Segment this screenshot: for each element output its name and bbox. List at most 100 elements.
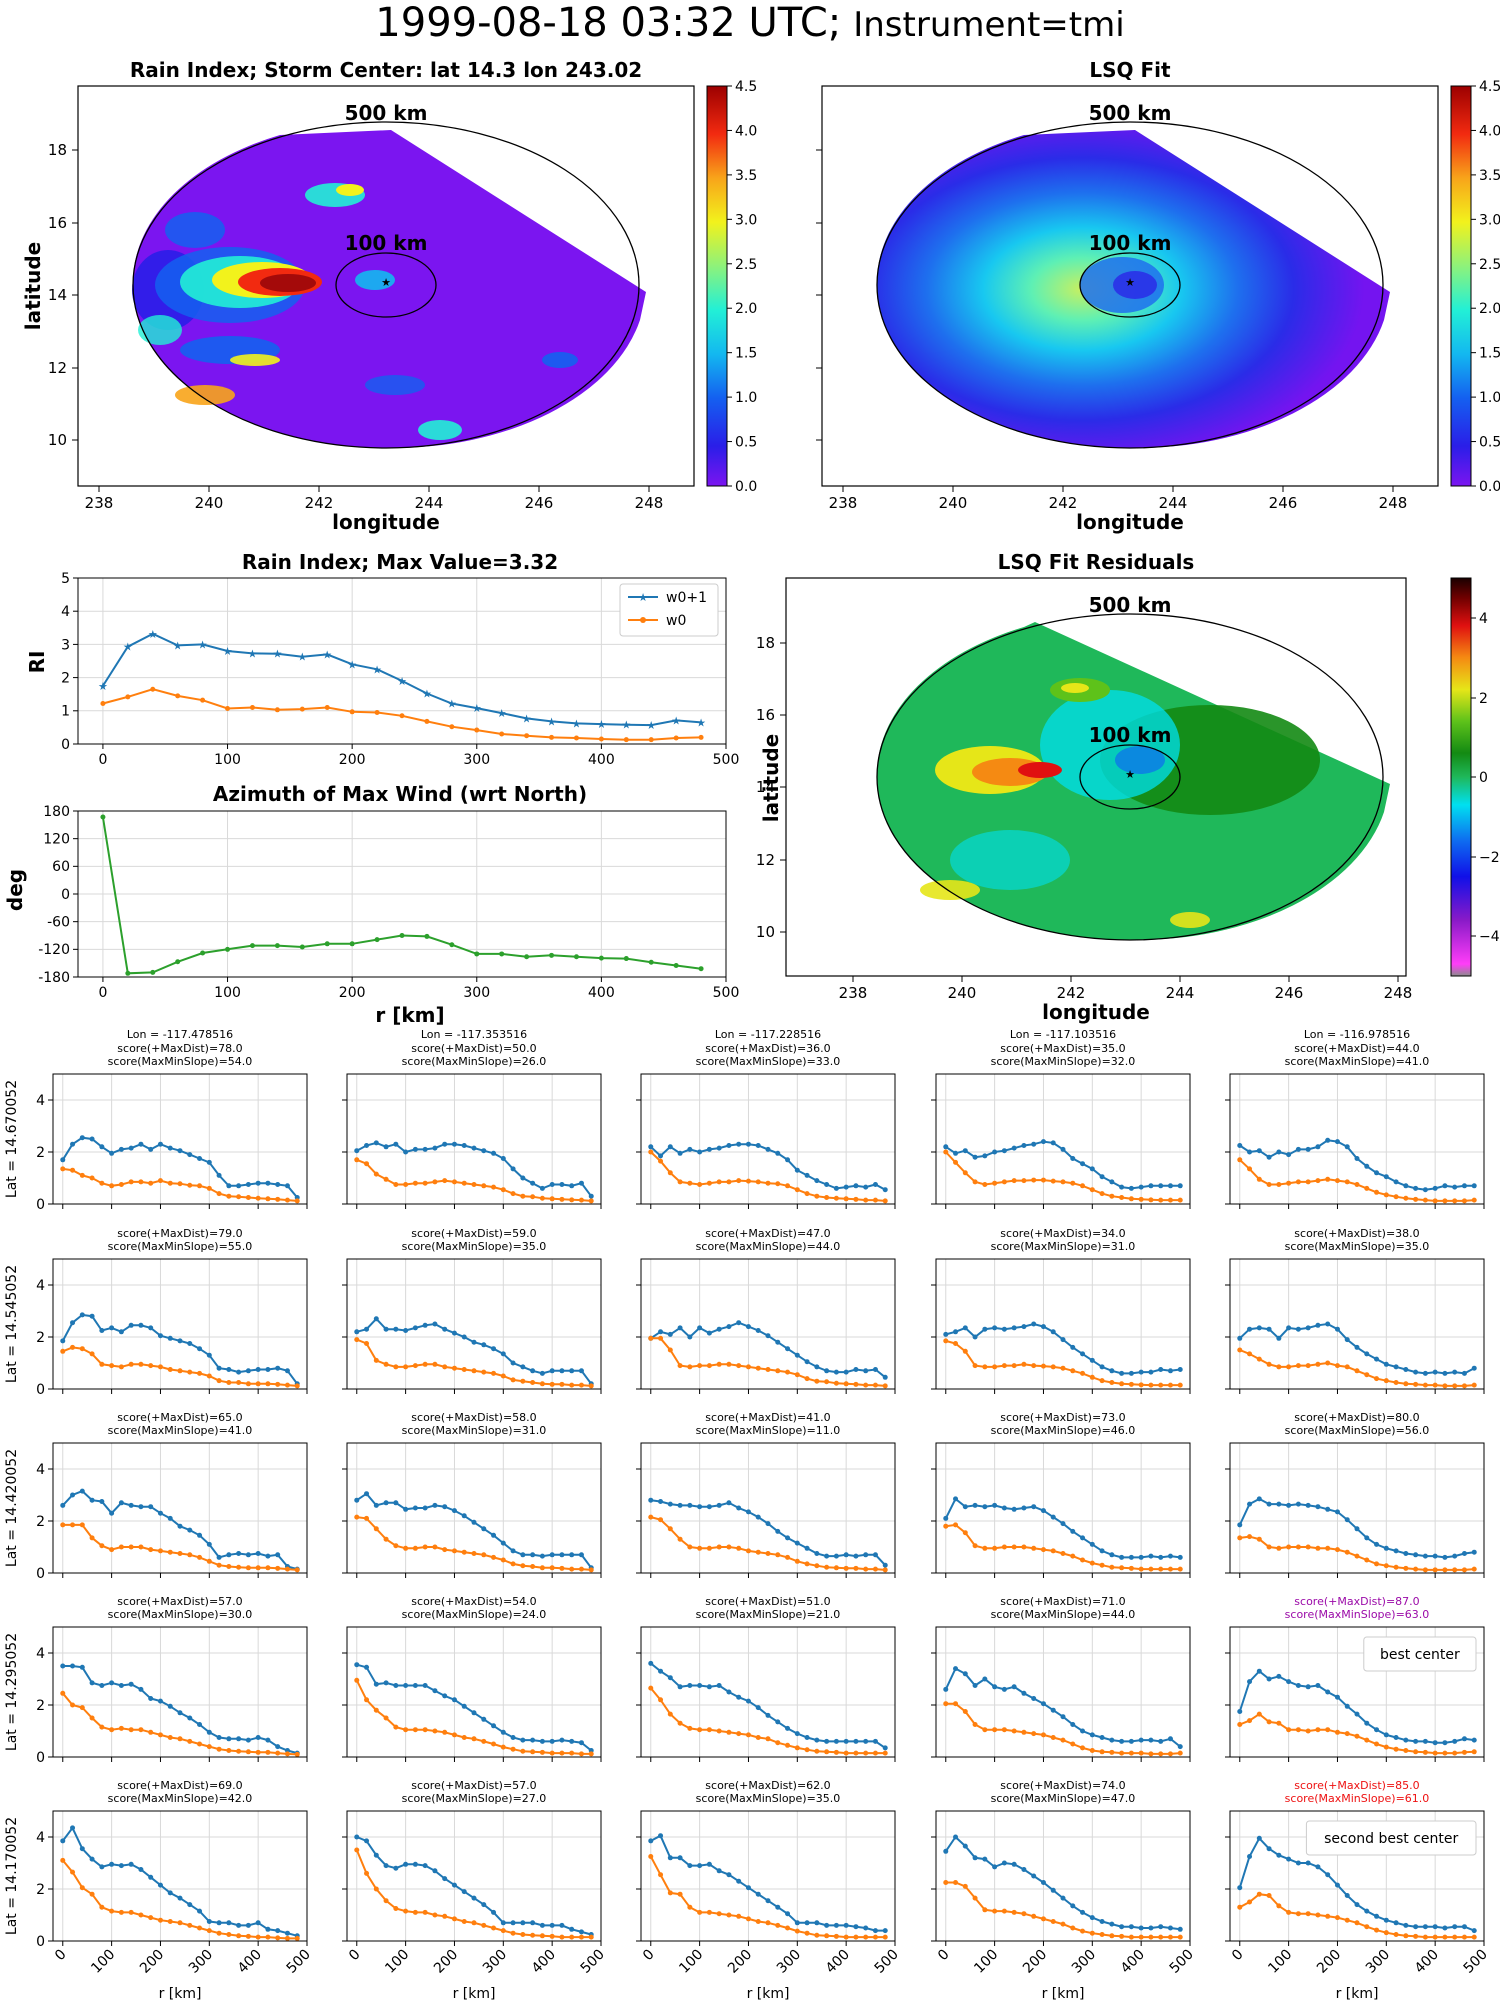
legend-label-w0p1: w0+1 [666, 590, 707, 606]
data-point [1099, 1191, 1105, 1197]
data-point [109, 1547, 115, 1553]
row-label: Lat = 14.670052 [4, 1080, 20, 1198]
data-point [1403, 1565, 1409, 1571]
ytick-label: 4 [36, 1278, 45, 1294]
plot-frame [1229, 1626, 1485, 1758]
data-point [804, 1930, 810, 1936]
xtick-label: 200 [1314, 1947, 1344, 1977]
xtick-label: 244 [1166, 984, 1195, 1002]
data-point [451, 1882, 457, 1888]
data-point [1325, 1872, 1331, 1878]
data-point [1432, 1382, 1438, 1388]
ytick-label: 14 [756, 778, 775, 796]
ytick-label: 4 [36, 1462, 45, 1478]
data-point [187, 1341, 193, 1346]
lsq-fit-map-xlabel: longitude [1076, 510, 1184, 534]
data-point [148, 1915, 154, 1921]
data-point [814, 1193, 820, 1199]
xtick-label: 300 [480, 1947, 510, 1977]
score-maxdist: score(+MaxDist)=51.0 [705, 1595, 830, 1608]
score-maxdist: score(+MaxDist)=59.0 [411, 1227, 536, 1240]
data-point [1305, 1146, 1311, 1152]
data-point [775, 1368, 781, 1374]
data-point [274, 943, 280, 949]
data-point [872, 1750, 878, 1756]
ytick-label: 0 [61, 737, 70, 753]
data-point [99, 1683, 105, 1688]
data-point [265, 1565, 271, 1571]
data-point [1128, 1924, 1134, 1930]
data-point [549, 1738, 555, 1744]
data-point [157, 1333, 163, 1339]
data-point [648, 1660, 654, 1666]
data-point [491, 1909, 497, 1915]
data-point [687, 1364, 693, 1370]
data-point [1334, 1547, 1340, 1553]
score-maxminslope: score(MaxMinSlope)=35.0 [1285, 1240, 1430, 1253]
data-point [1305, 1728, 1311, 1734]
data-point [1442, 1383, 1448, 1389]
data-point [1354, 1156, 1360, 1161]
data-point [1119, 1381, 1125, 1387]
data-point [206, 1928, 212, 1934]
data-point [1393, 1932, 1399, 1937]
data-point [1256, 1356, 1262, 1362]
data-point [736, 1141, 742, 1147]
candidate-panel: score(+MaxDist)=57.0score(MaxMinSlope)=3… [36, 1595, 308, 1766]
data-point [677, 1150, 683, 1156]
data-point [236, 1380, 242, 1385]
data-point [99, 1361, 105, 1367]
data-point [177, 1736, 183, 1742]
data-point [736, 1694, 742, 1700]
data-point [853, 1750, 859, 1756]
data-point [245, 1552, 251, 1558]
score-maxminslope: score(MaxMinSlope)=55.0 [108, 1240, 253, 1253]
data-point [785, 1157, 791, 1163]
colorbar-tick-label: 0.5 [1479, 435, 1500, 451]
data-point [775, 1528, 781, 1534]
data-point [1295, 1146, 1301, 1152]
data-point [1305, 1179, 1311, 1185]
score-maxminslope: score(MaxMinSlope)=21.0 [696, 1608, 841, 1621]
ytick-label: 0 [61, 887, 70, 903]
data-point [1413, 1738, 1419, 1744]
candidate-panel: Lon = -117.353516score(+MaxDist)=50.0sco… [342, 1028, 602, 1209]
data-point [1344, 1917, 1350, 1923]
data-point [775, 1552, 781, 1558]
data-point [648, 737, 654, 743]
data-point [403, 1149, 409, 1155]
data-point [284, 1197, 290, 1203]
data-point [1109, 1564, 1115, 1570]
data-point [138, 1686, 144, 1692]
data-point [206, 1558, 212, 1564]
xtick-label: 100 [382, 1947, 412, 1977]
data-point [284, 1183, 290, 1189]
data-point [667, 1347, 673, 1353]
data-point [399, 933, 405, 938]
data-point [569, 1566, 575, 1572]
data-point [559, 1552, 565, 1558]
data-point [775, 1181, 781, 1187]
data-point [1315, 1144, 1321, 1150]
data-point [236, 1564, 242, 1570]
ytick-label: -120 [38, 942, 70, 958]
data-point [255, 1180, 261, 1186]
data-point [1119, 1370, 1125, 1376]
residuals-colorbar-ticks: 4 2 0 −2 −4 [1471, 611, 1500, 945]
candidate-panel: score(+MaxDist)=74.0score(MaxMinSlope)=4… [931, 1779, 1197, 2000]
candidate-panel: score(+MaxDist)=62.0score(MaxMinSlope)=3… [636, 1779, 902, 2000]
data-point [138, 1727, 144, 1733]
ytick-label: 60 [52, 859, 70, 875]
data-point [324, 941, 330, 947]
score-maxdist: score(+MaxDist)=47.0 [705, 1227, 830, 1240]
data-point [1167, 1368, 1173, 1374]
data-point [1158, 1566, 1164, 1572]
data-point [364, 1161, 370, 1167]
colorbar-tick-label: 2.5 [1479, 257, 1500, 273]
column-title: Lon = -117.228516 [715, 1028, 821, 1041]
data-point [1471, 1183, 1477, 1189]
data-point [697, 1545, 703, 1551]
data-point [99, 1499, 105, 1504]
data-point [1383, 1930, 1389, 1936]
data-point [882, 1187, 888, 1193]
